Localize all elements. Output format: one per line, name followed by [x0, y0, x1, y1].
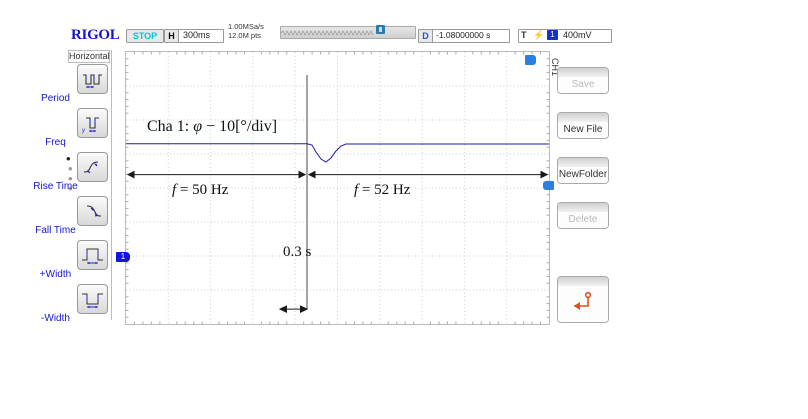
- svg-text:y: y: [81, 128, 86, 134]
